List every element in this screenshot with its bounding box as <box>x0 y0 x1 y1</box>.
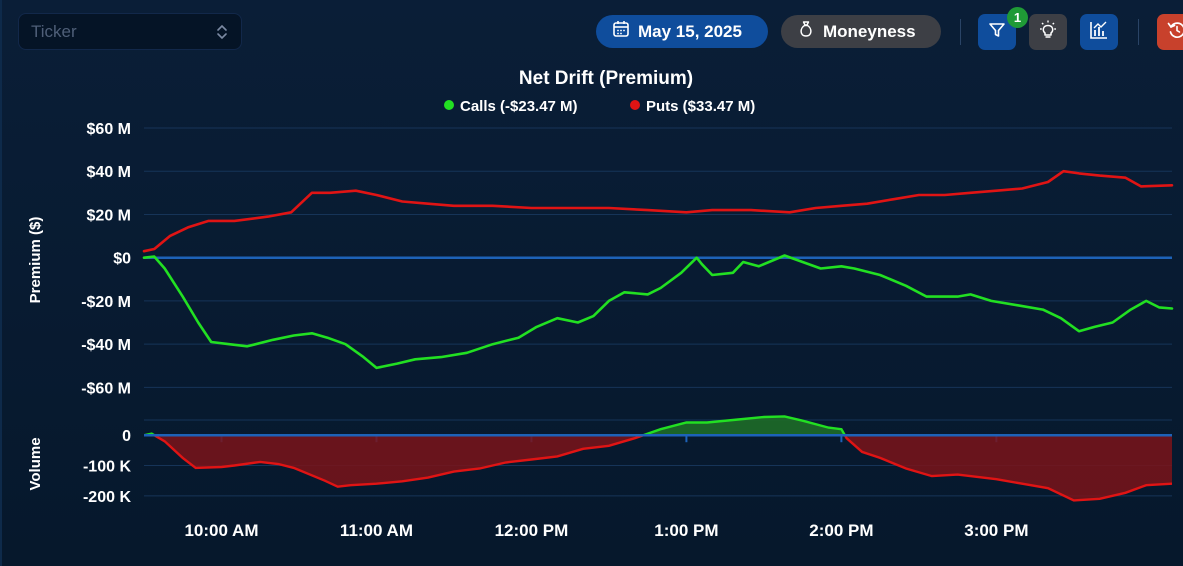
legend-marker <box>444 100 454 110</box>
chart-title: Net Drift (Premium) <box>519 68 693 89</box>
premium-y-axis-title: Premium ($) <box>27 217 44 304</box>
puts-line <box>142 169 1174 253</box>
date-picker-button[interactable]: May 15, 2025 <box>596 15 768 48</box>
volume-area <box>144 415 1172 502</box>
y-tick-label: -200 K <box>83 489 131 506</box>
y-tick-label: $0 <box>113 251 131 268</box>
volume-negative-line <box>144 435 1172 502</box>
insights-button[interactable] <box>1029 14 1067 50</box>
x-tick-label: 12:00 PM <box>495 521 569 540</box>
y-tick-label: -$40 M <box>81 337 131 354</box>
ticker-placeholder: Ticker <box>31 21 77 41</box>
filter-count-badge: 1 <box>1007 7 1028 28</box>
reset-button[interactable] <box>1157 14 1183 50</box>
moneyness-label: Moneyness <box>823 21 916 41</box>
date-label: May 15, 2025 <box>638 21 742 41</box>
volume-negative-area <box>154 435 1172 501</box>
calls-line <box>142 254 1174 370</box>
x-tick-label: 1:00 PM <box>654 521 718 540</box>
legend-label: Puts ($33.47 M) <box>646 98 755 115</box>
toolbar-divider <box>960 19 961 45</box>
calendar-icon <box>612 20 630 43</box>
premium-grid <box>144 127 1172 388</box>
x-tick-label: 11:00 AM <box>340 521 413 540</box>
chart-legend: Calls (-$23.47 M) Puts ($33.47 M) <box>444 98 755 115</box>
y-tick-label: -$60 M <box>81 380 131 397</box>
money-bag-icon <box>797 20 815 43</box>
y-tick-label: -100 K <box>83 459 131 476</box>
x-axis: 10:00 AM 11:00 AM 12:00 PM 1:00 PM 2:00 PM 3:… <box>184 521 1028 540</box>
reset-icon <box>1166 19 1183 46</box>
x-tick-label: 2:00 PM <box>809 521 873 540</box>
filter-icon <box>987 20 1007 45</box>
volume-y-axis-title: Volume <box>27 437 44 490</box>
legend-label: Calls (-$23.47 M) <box>460 98 578 115</box>
y-tick-label: -$20 M <box>81 294 131 311</box>
legend-marker <box>630 100 640 110</box>
lightbulb-icon <box>1037 19 1059 46</box>
chevron-updown-icon <box>215 24 229 40</box>
y-tick-label: 0 <box>122 428 131 445</box>
x-tick-label: 3:00 PM <box>964 521 1028 540</box>
toolbar-divider <box>1138 19 1139 45</box>
ticker-select[interactable]: Ticker <box>18 13 242 50</box>
chart-icon <box>1088 19 1110 46</box>
volume-y-axis: 0 -100 K -200 K <box>83 428 131 506</box>
y-tick-label: $20 M <box>87 207 131 224</box>
y-tick-label: $40 M <box>87 164 131 181</box>
chart-type-button[interactable] <box>1080 14 1118 50</box>
premium-y-axis: $60 M $40 M $20 M $0 -$20 M -$40 M -$60 M <box>81 121 131 397</box>
volume-positive-area <box>144 416 1172 436</box>
x-tick-label: 10:00 AM <box>184 521 258 540</box>
moneyness-button[interactable]: Moneyness <box>781 15 941 48</box>
premium-lines <box>142 169 1174 370</box>
y-tick-label: $60 M <box>87 121 131 138</box>
